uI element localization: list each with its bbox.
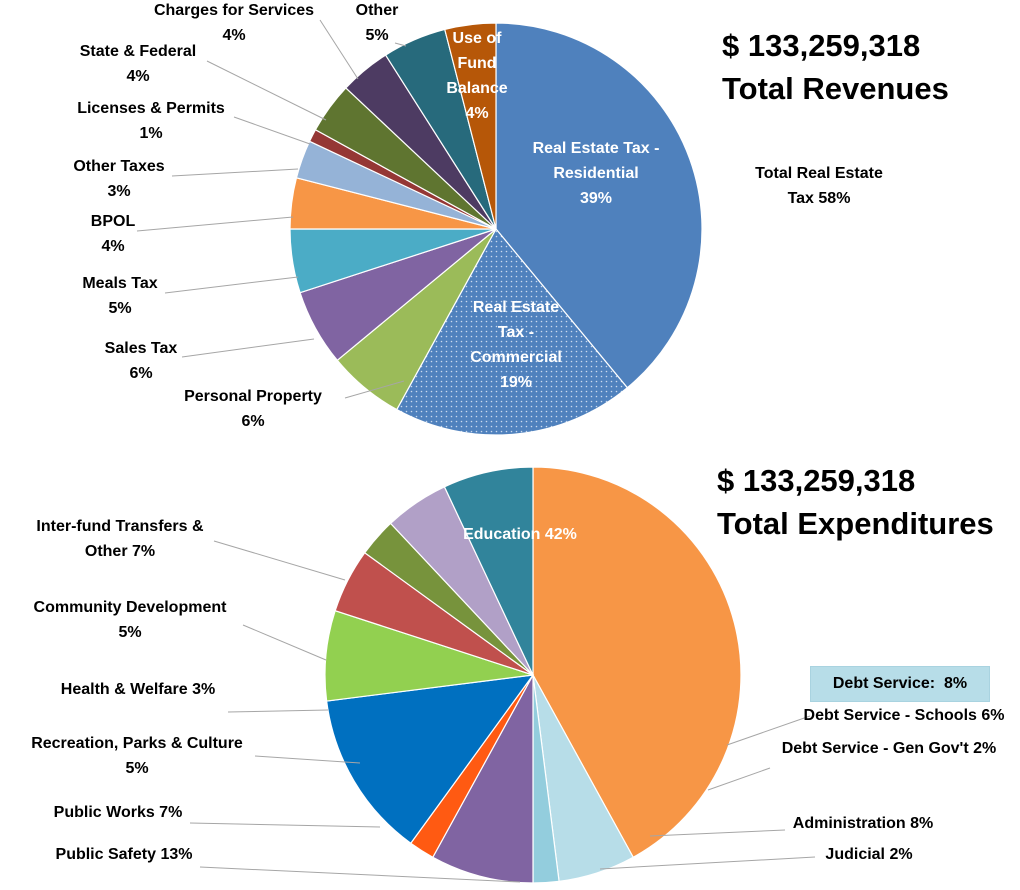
revenue-leader-line-personal-property <box>344 380 405 399</box>
expenditure-leader-line-judicial <box>599 856 816 870</box>
revenue-total-amount: $ 133,259,318 <box>722 28 921 63</box>
revenue-leader-line-meals-tax <box>164 276 299 294</box>
revenue-label-real-estate-tax-residential: Real Estate Tax -Residential 39% <box>533 140 660 207</box>
debt-service-total-label: Debt Service: 8% <box>810 666 990 702</box>
expenditure-label-debt-service-gen-gov-t: Debt Service - Gen Gov't 2% <box>782 740 997 757</box>
expenditure-leader-line-health-and-welfare <box>227 709 329 713</box>
expenditure-leader-line-community-development <box>242 624 327 661</box>
expenditure-label-community-development: Community Development 5% <box>34 599 228 641</box>
revenue-label-other: Other 5% <box>356 2 399 44</box>
expenditure-total-label: Total Expenditures <box>717 506 994 541</box>
expenditure-pie: Education 42% Debt Service - Schools 6% De… <box>31 466 1005 884</box>
revenue-leader-line-bpol <box>136 216 294 232</box>
expenditure-slice-administration <box>431 674 534 884</box>
expenditure-leader-line-debt-service-gen-gov-t <box>707 767 771 791</box>
expenditure-leader-line-public-safety <box>199 866 521 883</box>
expenditure-label-recreation-parks-and-culture: Recreation, Parks & Culture 5% <box>31 735 243 777</box>
expenditure-slice-inter-fund-transfers-and-other <box>443 466 534 676</box>
revenue-leader-line-other-taxes <box>171 168 299 177</box>
revenue-group-label: Total Real Estate Tax 58% <box>755 165 883 207</box>
expenditure-leader-line-debt-service-schools <box>726 715 811 746</box>
expenditure-slice-education <box>532 466 742 859</box>
revenue-label-real-estate-tax-commercial: Real Estate Tax -Commercial 19% <box>470 299 562 391</box>
expenditure-slice-public-safety <box>325 674 535 845</box>
expenditure-leader-line-administration <box>649 829 786 837</box>
revenue-leader-line-charges-for-services <box>319 19 359 80</box>
expenditure-label-public-safety: Public Safety 13% <box>56 846 193 863</box>
expenditure-label-judicial: Judicial 2% <box>825 846 912 863</box>
revenue-label-other-taxes: Other Taxes 3% <box>73 158 164 200</box>
revenue-label-state-and-federal: State & Federal 4% <box>80 43 196 85</box>
revenue-leader-line-state-and-federal <box>206 60 327 121</box>
revenue-leader-line-licenses-and-permits <box>233 116 311 145</box>
revenue-leader-line-other <box>394 42 407 47</box>
expenditure-label-inter-fund-transfers-and-other: Inter-fund Transfers & Other 7% <box>36 518 204 560</box>
revenue-label-licenses-and-permits: Licenses & Permits 1% <box>77 100 225 142</box>
expenditure-leader-line-recreation-parks-and-culture <box>254 755 361 764</box>
expenditure-label-debt-service-schools: Debt Service - Schools 6% <box>804 707 1005 724</box>
expenditure-leader-line-public-works <box>189 822 381 828</box>
expenditure-label-administration: Administration 8% <box>793 815 933 832</box>
expenditure-label-health-and-welfare: Health & Welfare 3% <box>61 681 215 698</box>
expenditure-total-amount: $ 133,259,318 <box>717 463 916 498</box>
expenditure-label-education: Education 42% <box>463 526 577 543</box>
revenue-label-bpol: BPOL 4% <box>91 213 136 255</box>
revenue-label-sales-tax: Sales Tax 6% <box>105 340 178 382</box>
revenue-label-meals-tax: Meals Tax 5% <box>82 275 157 317</box>
revenue-pie: Real Estate Tax -Residential 39% Real Esta… <box>73 2 883 436</box>
revenue-label-charges-for-services: Charges for Services 4% <box>154 2 314 44</box>
revenue-label-use-of-fund-balance: Use of Fund Balance 4% <box>446 30 507 122</box>
revenue-total-label: Total Revenues <box>722 71 949 106</box>
expenditure-leader-line-inter-fund-transfers-and-other <box>213 540 346 581</box>
expenditure-label-public-works: Public Works 7% <box>54 804 183 821</box>
revenue-leader-line-sales-tax <box>181 338 315 358</box>
revenue-slice-use-of-fund-balance <box>444 22 497 230</box>
revenue-label-personal-property: Personal Property 6% <box>184 388 322 430</box>
revenue-slice-real-estate-tax-commercial <box>395 227 629 436</box>
revenue-slice-real-estate-tax-residential <box>495 22 703 389</box>
